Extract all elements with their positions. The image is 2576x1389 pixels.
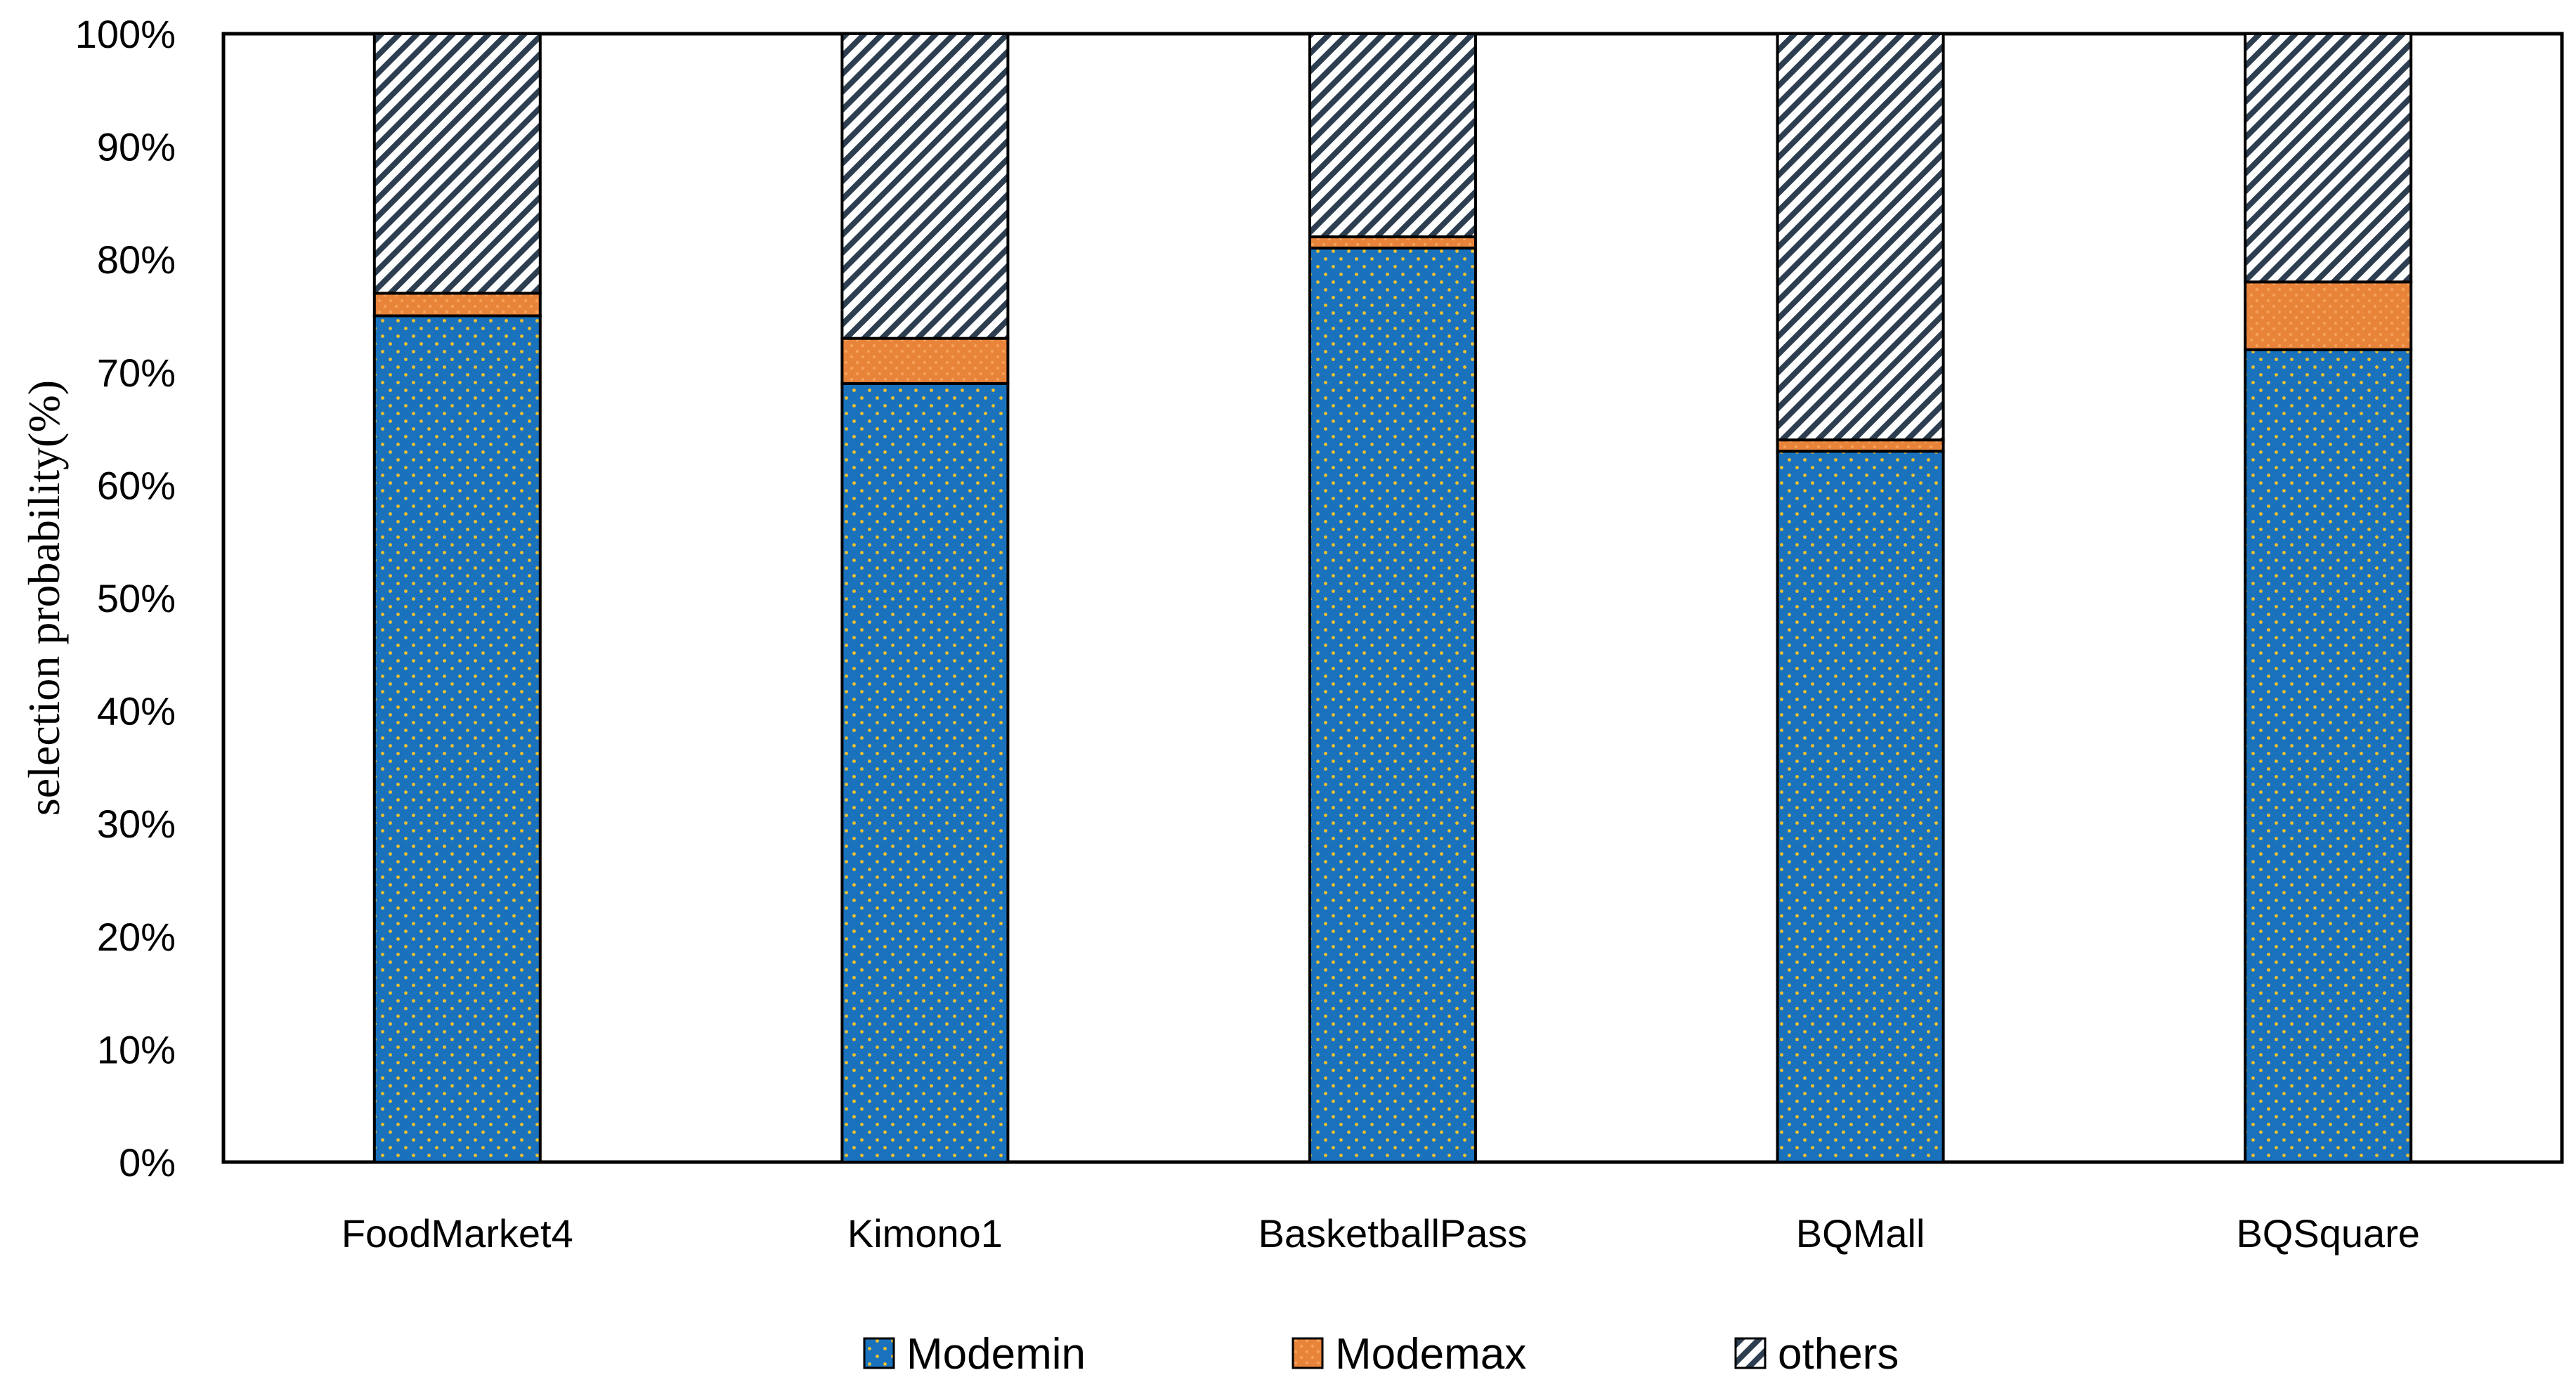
y-tick-label: 0% <box>119 1140 176 1185</box>
y-tick-label: 80% <box>97 237 176 282</box>
legend-label-modemax: Modemax <box>1335 1330 1526 1378</box>
bar-modemin-kimono1 <box>840 382 1010 1163</box>
x-tick-label: BasketballPass <box>1258 1211 1528 1256</box>
y-tick-label: 50% <box>97 576 176 620</box>
x-tick-label: BQMall <box>1796 1211 1925 1256</box>
bar-others-foodmarket4 <box>372 32 542 295</box>
legend-swatch-modemax <box>1292 1337 1324 1369</box>
bar-modemin-basketballpass <box>1308 247 1477 1163</box>
bar-modemin-bqsquare <box>2244 348 2413 1163</box>
x-tick-label: Kimono1 <box>847 1211 1003 1256</box>
x-tick-label: FoodMarket4 <box>341 1211 573 1256</box>
legend-label-modemin: Modemin <box>906 1330 1086 1378</box>
y-tick-label: 20% <box>97 915 176 959</box>
bar-others-basketballpass <box>1308 32 1477 239</box>
y-axis-label: selection probability(%) <box>19 380 69 816</box>
legend-swatch-others <box>1734 1337 1767 1369</box>
bar-others-bqsquare <box>2244 32 2413 284</box>
y-tick-label: 90% <box>97 125 176 169</box>
legend-label-others: others <box>1778 1330 1899 1378</box>
bar-others-kimono1 <box>840 32 1010 340</box>
y-tick-label: 30% <box>97 802 176 846</box>
x-axis-ticks: FoodMarket4 Kimono1 BasketballPass BQMall BQ… <box>341 1211 2420 1256</box>
bars <box>372 32 2413 1163</box>
x-tick-label: BQSquare <box>2236 1211 2420 1256</box>
y-axis-ticks: 0% 10% 20% 30% 40% 50% 60% 70% 80% 90% 100% <box>75 12 176 1185</box>
legend: Modemin Modemax others <box>863 1330 1899 1378</box>
y-tick-label: 70% <box>97 351 176 395</box>
y-tick-label: 60% <box>97 463 176 507</box>
bar-modemax-kimono1 <box>840 337 1010 385</box>
bar-modemin-foodmarket4 <box>372 314 542 1163</box>
bar-modemax-bqmall <box>1776 438 1945 453</box>
y-tick-label: 40% <box>97 689 176 733</box>
y-tick-label: 100% <box>75 12 176 56</box>
bar-others-bqmall <box>1776 32 1945 442</box>
bar-modemin-bqmall <box>1776 450 1945 1163</box>
y-tick-label: 10% <box>97 1027 176 1071</box>
bar-modemax-basketballpass <box>1308 235 1477 250</box>
bar-modemax-bqsquare <box>2244 280 2413 351</box>
legend-swatch-modemin <box>863 1337 895 1369</box>
bar-modemax-foodmarket4 <box>372 292 542 318</box>
